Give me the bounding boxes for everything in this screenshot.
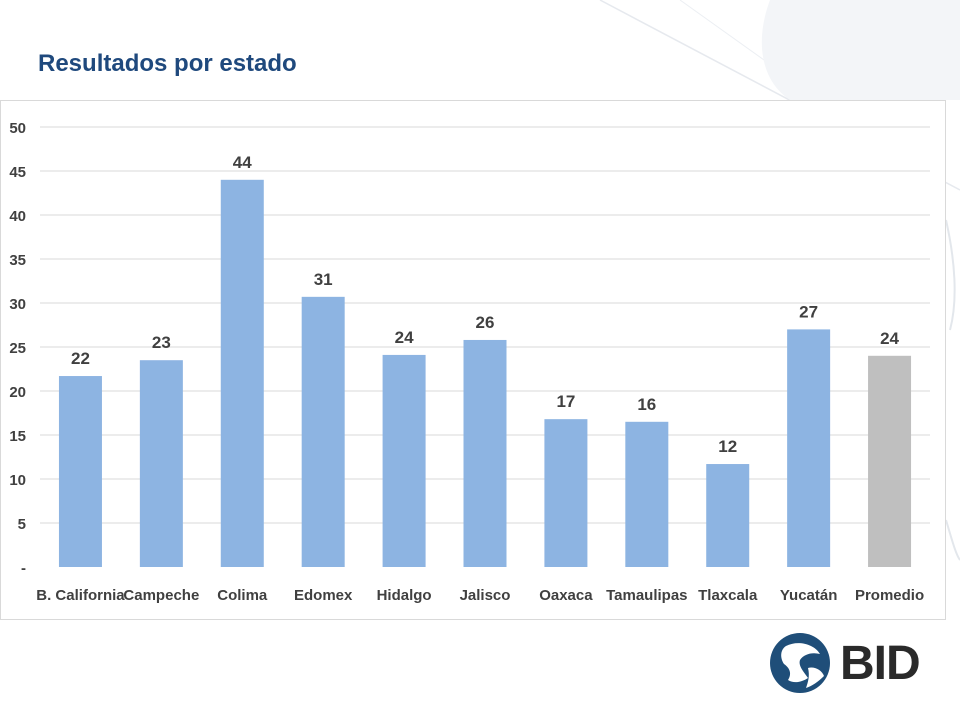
page-title: Resultados por estado: [38, 50, 297, 77]
y-tick-label: 20: [9, 384, 26, 401]
x-tick-label: Campeche: [123, 587, 199, 604]
y-tick-label: 15: [9, 428, 26, 445]
bar: [301, 296, 345, 567]
x-tick-label: Tamaulipas: [606, 587, 687, 604]
data-label: 44: [233, 153, 252, 172]
bar-chart: - 5 10 15 20 25 30 35 40 45 50 22 B. California 23 Cam…: [9, 120, 930, 604]
data-label: 27: [799, 302, 818, 321]
y-tick-label: 30: [9, 296, 26, 313]
x-tick-label: Jalisco: [460, 587, 511, 604]
y-tick-label: 50: [9, 120, 26, 137]
x-tick-label: B. California: [36, 587, 125, 604]
bar: [706, 464, 750, 567]
x-tick-label: Colima: [217, 587, 268, 604]
bar: [544, 419, 588, 567]
data-label: 31: [314, 270, 333, 289]
data-label: 26: [476, 313, 495, 332]
x-tick-label: Promedio: [855, 587, 924, 604]
bid-logo: [770, 633, 830, 693]
x-tick-label: Yucatán: [780, 587, 838, 604]
data-label: 24: [395, 328, 414, 347]
x-tick-label: Edomex: [294, 587, 353, 604]
logo-text: BID: [840, 637, 921, 690]
bar: [220, 179, 264, 568]
bar-average: [868, 355, 912, 567]
data-label: 17: [556, 392, 575, 411]
bar: [382, 354, 426, 567]
data-label: 12: [718, 437, 737, 456]
x-tick-label: Hidalgo: [377, 587, 432, 604]
y-tick-label: 35: [9, 252, 26, 269]
bar: [58, 376, 102, 567]
data-label: 24: [880, 329, 899, 348]
x-tick-label: Oaxaca: [539, 587, 593, 604]
y-tick-label: 40: [9, 208, 26, 225]
bar: [625, 421, 669, 567]
bar: [787, 329, 831, 567]
y-tick-label: 5: [18, 516, 26, 533]
data-label: 22: [71, 349, 90, 368]
globe-icon: [770, 633, 830, 693]
y-tick-label: 45: [9, 164, 26, 181]
y-tick-label: 10: [9, 472, 26, 489]
data-label: 23: [152, 333, 171, 352]
y-tick-label: -: [21, 560, 26, 577]
bar: [463, 339, 507, 567]
bar: [139, 360, 183, 567]
y-tick-label: 25: [9, 340, 26, 357]
x-tick-label: Tlaxcala: [698, 587, 758, 604]
data-label: 16: [637, 395, 656, 414]
